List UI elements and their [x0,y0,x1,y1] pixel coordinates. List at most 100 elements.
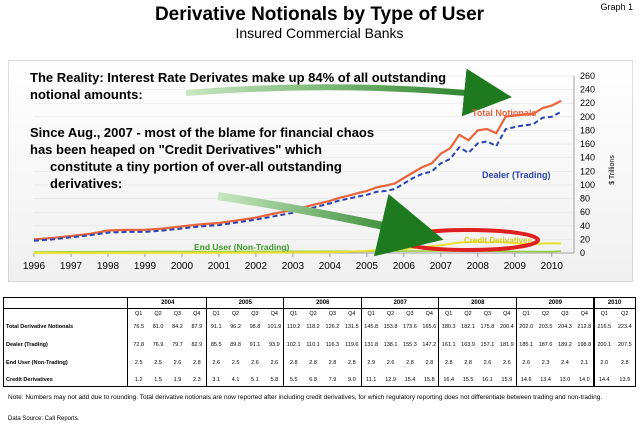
table-cell: 207.5 [617,342,632,348]
table-cell: 5.1 [251,377,259,383]
y-tick-label: 260 [580,71,595,81]
y-axis-label: $ Trillions [609,155,616,185]
table-quarter-header: Q3 [173,311,182,317]
table-cell: 15.5 [462,377,474,383]
table-cell: 181.9 [499,342,514,348]
table-cell: 84.2 [172,324,183,330]
table-quarter-header: Q3 [561,311,569,317]
table-year-header: 2008 [471,300,485,306]
annotation-blame-line1: Since Aug., 2007 - most of the blame for… [30,125,374,140]
x-tick-label: 2010 [541,261,564,272]
table-cell: 2.8 [620,360,629,366]
y-axis: 0 20 40 60 80 100 120 140 160 180 200 220 240 260 [573,71,595,258]
y-tick-label: 140 [580,153,595,163]
y-tick-label: 20 [580,234,590,244]
table-quarter-header: Q1 [290,311,298,317]
table-year-header: 2005 [238,300,252,306]
table-cell: 200.1 [597,342,612,348]
table-year-header: 2006 [316,300,330,306]
table-quarter-header: Q2 [621,311,629,317]
table-quarter-header: Q4 [425,311,433,317]
x-tick-label: 2009 [504,261,527,272]
table-quarter-header: Q1 [522,311,530,317]
table-divider [360,298,362,386]
table-rule [4,308,635,309]
table-cell: 2.8 [406,360,414,366]
table-cell: 131.8 [364,342,379,348]
table-year-header: 2007 [393,300,407,306]
reality-arrow [185,68,512,117]
table-cell: 5.5 [289,377,298,383]
table-quarter-header: Q4 [270,311,278,317]
page-title: Derivative Notionals by Type of User [154,4,485,25]
table-cell: 126.2 [325,324,340,330]
annotation-reality-line2: notional amounts: [30,87,143,102]
table-cell: 157.1 [480,342,495,348]
table-cell: 110.2 [287,324,301,330]
table-quarter-header: Q1 [135,311,143,317]
table-cell: 182.1 [461,324,475,330]
annotation-reality-line1: The Reality: Interest Rate Derivates mak… [30,70,446,85]
table-cell: 2.5 [154,360,162,366]
table-cell: 1.9 [173,377,182,383]
table-cell: 16.1 [482,377,493,383]
table-cell: 2.8 [464,360,472,366]
table-cell: 13.9 [619,377,631,383]
page-subtitle: Insured Commercial Banks [235,25,404,41]
table-cell: 145.8 [364,324,379,330]
series-label-end-user: End User (Non-Trading) [194,242,290,252]
table-quarter-header: Q2 [154,311,162,317]
table-cell: 13.0 [559,377,571,383]
table-cell: 180.3 [441,324,456,330]
table-cell: 96.2 [230,324,241,330]
x-tick-label: 1999 [134,261,157,272]
table-cell: 2.8 [309,360,317,366]
annotation-blame-line2: has been heaped on "Credit Derivatives" … [30,142,322,157]
table-quarter-header: Q2 [231,311,240,317]
table-quarter-header: Q2 [386,311,395,317]
table-cell: 118.2 [306,324,320,330]
table-year-header: 2010 [607,300,622,306]
table-cell: 2.6 [251,360,259,366]
table-quarter-header: Q2 [464,311,472,317]
y-tick-label: 180 [580,125,595,135]
table-quarter-header: Q1 [600,311,608,317]
table-cell: 2.6 [386,360,395,366]
table-cell: 15.8 [423,377,435,383]
table-row-label: End User (Non-Trading) [6,360,68,366]
table-cell: 131.5 [344,324,359,330]
table-cell: 5.8 [270,377,279,383]
y-tick-label: 240 [580,85,595,95]
table-cell: 2.8 [444,360,453,366]
table-cell: 216.5 [597,324,612,330]
table-cell: 14.4 [598,377,610,383]
table-cell: 2.6 [483,360,492,366]
table-cell: 212.8 [577,324,592,330]
table-cell: 116.3 [325,342,340,348]
table-row-label: Credit Derivatives [6,377,53,383]
table-cell: 85.5 [210,342,222,348]
series-label-total: Total Notionals [472,108,536,118]
x-tick-label: 2005 [356,261,379,272]
table-cell: 91.1 [210,324,222,330]
table-cell: 2.8 [328,360,337,366]
table-quarter-header: Q3 [483,311,492,317]
table-cell: 153.8 [383,324,398,330]
table-cell: 98.8 [249,324,261,330]
table-cell: 189.2 [558,342,572,348]
table-quarter-header: Q1 [367,311,375,317]
table-cell: 16.4 [443,377,455,383]
x-tick-label: 2006 [393,261,416,272]
table-row-label: Dealer (Trading) [6,342,48,348]
table-cell: 2.9 [367,360,376,366]
y-tick-label: 220 [580,98,595,108]
table-divider [205,298,207,386]
table-cell: 101.9 [267,324,282,330]
y-tick-label: 60 [580,207,590,217]
table-cell: 9.0 [347,377,356,383]
table-cell: 2.6 [270,360,279,366]
y-tick-label: 80 [580,194,590,204]
blame-arrow [217,192,444,257]
y-tick-label: 160 [580,139,595,149]
x-tick-label: 2000 [171,261,194,272]
